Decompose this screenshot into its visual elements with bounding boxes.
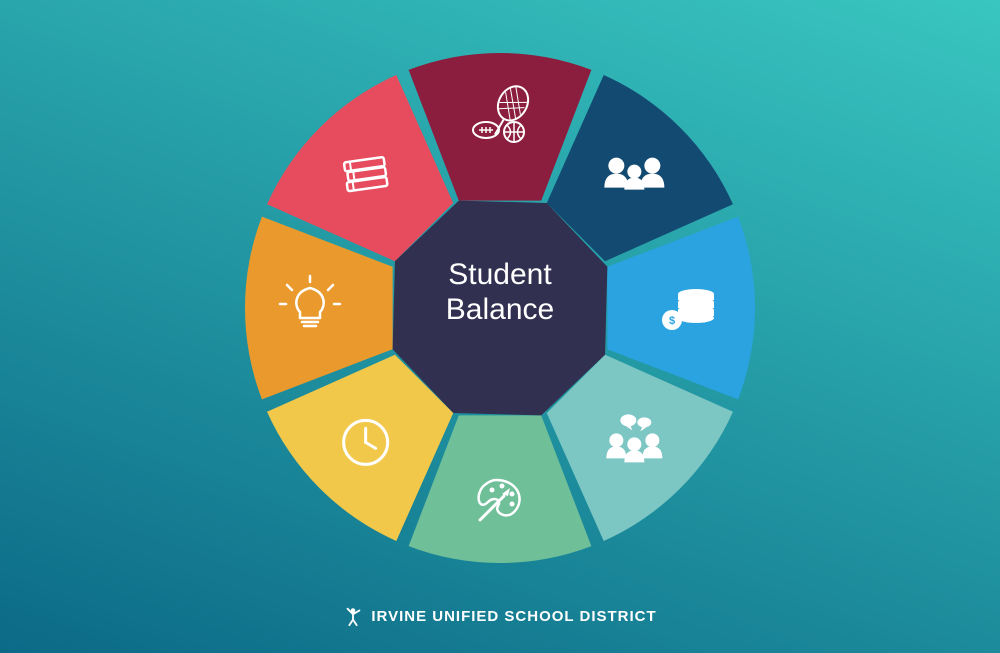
person-reach-icon <box>343 605 363 627</box>
infographic-canvas: $ <box>0 0 1000 653</box>
footer-text: IRVINE UNIFIED SCHOOL DISTRICT <box>371 608 656 625</box>
center-octagon <box>393 201 608 416</box>
footer: IRVINE UNIFIED SCHOOL DISTRICT <box>0 605 1000 627</box>
balance-wheel: $ <box>220 28 780 588</box>
